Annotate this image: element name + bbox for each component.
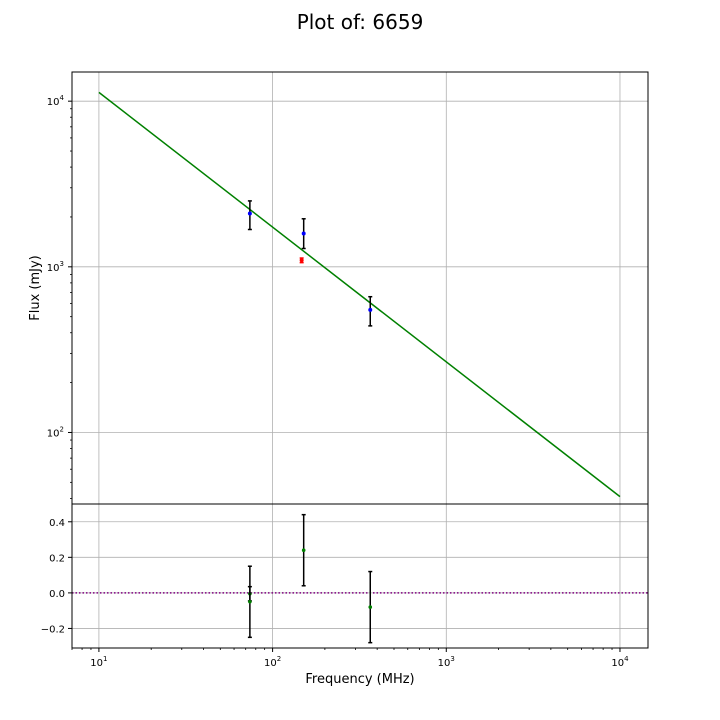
y-tick-label-flux: 104: [47, 94, 65, 108]
x-axis-label: Frequency (MHz): [305, 672, 414, 687]
residual-data-point: [248, 599, 252, 604]
y-axis-label-flux: Flux (mJy): [28, 255, 43, 321]
y-tick-label-flux: 103: [47, 260, 64, 274]
residual-data-point: [301, 548, 306, 553]
chart-title: Plot of: 6659: [297, 10, 424, 34]
y-tick-label-residual: −0.2: [41, 624, 65, 635]
y-tick-label-residual: 0.2: [49, 553, 65, 564]
x-tick-label: 102: [264, 655, 281, 669]
flux-data-point: [247, 211, 252, 216]
residual-panel-frame: [71, 503, 649, 649]
grid-lines: [72, 72, 648, 648]
residual-data-point: [368, 605, 373, 609]
y-tick-label-residual: 0.0: [49, 589, 65, 600]
x-tick-label: 101: [90, 655, 107, 669]
flux-data-point: [301, 231, 306, 236]
y-tick-label-residual: 0.4: [49, 518, 65, 529]
x-tick-label: 104: [611, 655, 629, 669]
fit-line: [98, 91, 621, 498]
y-tick-label-flux: 102: [47, 425, 64, 439]
x-tick-label: 103: [438, 655, 455, 669]
flux-data-point-red: [299, 258, 304, 263]
flux-panel-frame: [71, 71, 649, 505]
flux-data-point: [368, 307, 373, 312]
